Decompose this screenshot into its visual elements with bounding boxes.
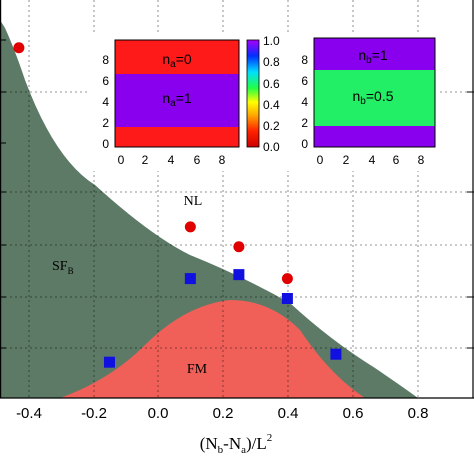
colorbar-tick-label: 0.0	[263, 140, 280, 154]
inset-tick-label: 4	[168, 153, 175, 167]
inset-band	[115, 127, 239, 147]
inset-tick-label: 8	[301, 53, 308, 67]
x-tick-label: 0.2	[213, 405, 234, 422]
x-tick-label: -0.4	[16, 405, 42, 422]
x-tick-label: 0.6	[343, 405, 364, 422]
inset-tick-label: 8	[418, 153, 425, 167]
inset-a-frame	[114, 39, 240, 148]
square-marker	[233, 269, 245, 281]
region-label-fm: FM	[187, 362, 208, 377]
inset-tick-label: 2	[343, 153, 350, 167]
circle-marker	[13, 42, 25, 54]
sf-b-region	[0, 20, 418, 398]
inset-b: nb=1 nb=0.5 8 6 4 2 0 0 2 4 6 8	[292, 35, 440, 171]
colorbar	[246, 39, 260, 148]
colorbar-tick-label: 0.4	[263, 98, 280, 112]
inset-tick-label: 4	[301, 95, 308, 109]
inset-label: na=1	[162, 90, 192, 109]
inset-tick-label: 0	[301, 137, 308, 151]
inset-b-frame	[313, 37, 436, 148]
inset-a-xticks: 0 2 4 6 8	[118, 153, 226, 167]
square-marker	[103, 356, 115, 368]
inset-tick-label: 2	[142, 153, 149, 167]
inset-band	[314, 126, 435, 147]
inset-band	[115, 74, 239, 127]
inset-tick-label: 0	[317, 153, 324, 167]
inset-band	[115, 40, 239, 74]
region-label-sf-b: SFB	[52, 259, 74, 276]
inset-tick-label: 6	[102, 74, 109, 88]
inset-tick-label: 8	[219, 153, 226, 167]
y-ticks	[0, 39, 474, 349]
inset-tick-label: 0	[118, 153, 125, 167]
colorbar-tick-label: 0.6	[263, 77, 280, 91]
square-marker	[330, 348, 342, 360]
circle-marker	[233, 241, 245, 253]
inset-label: na=0	[162, 51, 192, 70]
inset-label: nb=0.5	[353, 88, 394, 107]
region-label-nl: NL	[184, 194, 203, 209]
inset-tick-label: 6	[194, 153, 201, 167]
inset-tick-label: 6	[301, 74, 308, 88]
circle-marker	[281, 273, 293, 285]
inset-b-yticks: 8 6 4 2 0	[301, 53, 308, 151]
inset-tick-label: 4	[102, 95, 109, 109]
inset-tick-label: 2	[102, 116, 109, 130]
x-tick-label: 0.8	[408, 405, 429, 422]
x-tick-label: 0.4	[278, 405, 299, 422]
square-marker	[281, 293, 293, 304]
inset-a: na=0 na=1 8 6 4 2 0 0 2 4 6 8 1.0 0.8 0.…	[88, 34, 318, 171]
circle-marker	[184, 221, 196, 233]
colorbar-tick-label: 1.0	[263, 34, 280, 48]
inset-band	[314, 38, 435, 70]
fm-region	[60, 300, 365, 398]
inset-a-yticks: 8 6 4 2 0	[102, 53, 109, 151]
x-tick-labels: -0.4 -0.2 0.0 0.2 0.4 0.6 0.8	[16, 405, 428, 422]
inset-tick-label: 2	[301, 116, 308, 130]
colorbar-tick-label: 0.2	[263, 119, 280, 133]
inset-band	[314, 70, 435, 126]
square-marker	[184, 273, 196, 285]
inset-label: nb=1	[358, 47, 388, 66]
x-axis-title: (Nb-Na)/L2	[200, 432, 273, 456]
x-tick-label: -0.2	[81, 405, 107, 422]
inset-tick-label: 4	[369, 153, 376, 167]
inset-tick-label: 8	[102, 53, 109, 67]
colorbar-ticks: 1.0 0.8 0.6 0.4 0.2 0.0	[263, 34, 280, 154]
inset-tick-label: 6	[393, 153, 400, 167]
x-tick-label: 0.0	[148, 405, 169, 422]
inset-b-xticks: 0 2 4 6 8	[317, 153, 425, 167]
colorbar-tick-label: 0.8	[263, 55, 280, 69]
inset-tick-label: 0	[102, 137, 109, 151]
